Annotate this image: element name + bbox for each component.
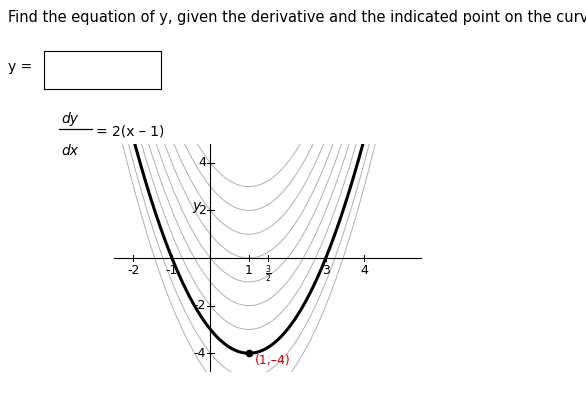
Text: -4: -4: [193, 347, 206, 360]
Text: 4: 4: [360, 264, 368, 277]
Text: y =: y =: [8, 60, 32, 74]
Text: y: y: [193, 199, 201, 213]
Text: = 2(x – 1): = 2(x – 1): [96, 125, 164, 139]
Text: -1: -1: [166, 264, 178, 277]
Text: 4: 4: [198, 156, 206, 169]
Text: -2: -2: [127, 264, 139, 277]
Text: 2: 2: [198, 204, 206, 217]
Text: -2: -2: [193, 299, 206, 312]
Text: (1,–4): (1,–4): [255, 355, 291, 368]
Text: dx: dx: [62, 144, 79, 158]
Text: 3: 3: [322, 264, 330, 277]
Text: dy: dy: [62, 112, 79, 126]
Text: Find the equation of y, given the derivative and the indicated point on the curv: Find the equation of y, given the deriva…: [8, 10, 586, 25]
Text: $\frac{3}{2}$: $\frac{3}{2}$: [265, 264, 271, 286]
Text: 1: 1: [245, 264, 253, 277]
